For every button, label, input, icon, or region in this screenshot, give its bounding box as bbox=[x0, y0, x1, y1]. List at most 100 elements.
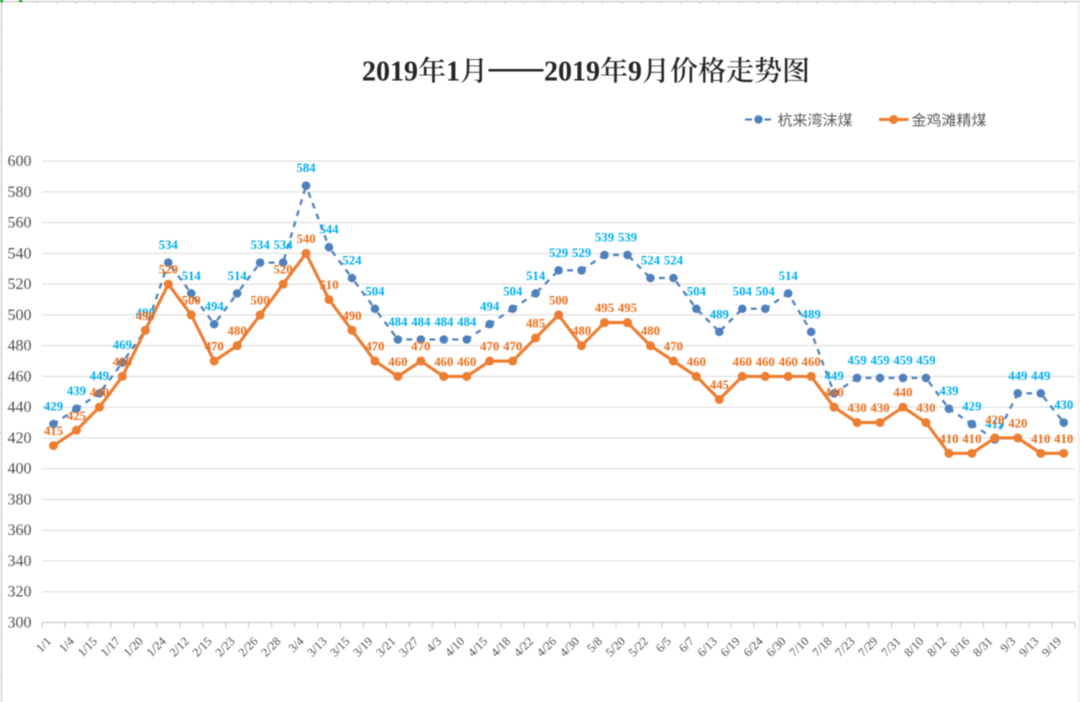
svg-text:430: 430 bbox=[916, 401, 935, 415]
svg-text:495: 495 bbox=[595, 301, 614, 315]
svg-text:504: 504 bbox=[365, 284, 385, 298]
svg-text:514: 514 bbox=[779, 269, 799, 283]
svg-text:439: 439 bbox=[939, 384, 958, 398]
svg-text:460: 460 bbox=[733, 355, 752, 369]
svg-text:420: 420 bbox=[8, 430, 32, 447]
svg-text:529: 529 bbox=[549, 246, 568, 260]
svg-text:469: 469 bbox=[113, 338, 132, 352]
svg-text:500: 500 bbox=[251, 293, 270, 307]
svg-text:524: 524 bbox=[664, 253, 684, 267]
svg-text:584: 584 bbox=[296, 161, 316, 175]
svg-text:560: 560 bbox=[8, 215, 32, 232]
svg-text:429: 429 bbox=[962, 400, 981, 414]
svg-text:449: 449 bbox=[825, 369, 844, 383]
svg-text:449: 449 bbox=[1031, 369, 1050, 383]
svg-text:520: 520 bbox=[273, 263, 292, 277]
svg-text:494: 494 bbox=[480, 300, 500, 314]
svg-text:529: 529 bbox=[572, 246, 591, 260]
svg-text:460: 460 bbox=[113, 355, 132, 369]
svg-text:460: 460 bbox=[756, 355, 775, 369]
svg-text:484: 484 bbox=[388, 315, 408, 329]
svg-text:410: 410 bbox=[1054, 432, 1073, 446]
svg-text:420: 420 bbox=[1008, 416, 1027, 430]
svg-text:484: 484 bbox=[434, 315, 454, 329]
svg-text:500: 500 bbox=[549, 293, 568, 307]
svg-text:480: 480 bbox=[8, 338, 32, 355]
svg-text:430: 430 bbox=[1054, 398, 1073, 412]
svg-text:1: 1 bbox=[446, 57, 460, 88]
svg-text:539: 539 bbox=[595, 230, 614, 244]
svg-text:524: 524 bbox=[342, 253, 362, 267]
svg-text:380: 380 bbox=[8, 492, 32, 509]
svg-text:470: 470 bbox=[503, 340, 522, 354]
svg-text:460: 460 bbox=[779, 355, 798, 369]
svg-text:480: 480 bbox=[641, 324, 660, 338]
svg-text:480: 480 bbox=[572, 324, 591, 338]
svg-text:490: 490 bbox=[342, 309, 361, 323]
svg-text:460: 460 bbox=[687, 355, 706, 369]
svg-text:445: 445 bbox=[710, 378, 729, 392]
svg-text:544: 544 bbox=[319, 223, 339, 237]
svg-text:430: 430 bbox=[847, 401, 866, 415]
svg-text:459: 459 bbox=[916, 353, 935, 367]
svg-text:495: 495 bbox=[618, 301, 637, 315]
svg-text:524: 524 bbox=[641, 253, 661, 267]
svg-text:580: 580 bbox=[8, 184, 32, 201]
svg-text:520: 520 bbox=[159, 263, 178, 277]
svg-text:490: 490 bbox=[136, 309, 155, 323]
svg-text:459: 459 bbox=[870, 353, 889, 367]
svg-text:340: 340 bbox=[8, 553, 32, 570]
svg-text:400: 400 bbox=[8, 461, 32, 478]
svg-text:2019: 2019 bbox=[362, 57, 418, 88]
svg-text:449: 449 bbox=[1008, 369, 1027, 383]
svg-text:494: 494 bbox=[205, 300, 225, 314]
svg-text:2019: 2019 bbox=[544, 57, 600, 88]
svg-text:504: 504 bbox=[687, 284, 707, 298]
svg-text:420: 420 bbox=[985, 413, 1004, 427]
svg-text:470: 470 bbox=[480, 340, 499, 354]
svg-text:459: 459 bbox=[847, 353, 866, 367]
svg-text:514: 514 bbox=[182, 269, 202, 283]
svg-text:460: 460 bbox=[434, 355, 453, 369]
svg-text:470: 470 bbox=[411, 340, 430, 354]
svg-text:540: 540 bbox=[296, 232, 315, 246]
svg-text:600: 600 bbox=[8, 153, 32, 170]
svg-text:534: 534 bbox=[159, 238, 179, 252]
svg-text:514: 514 bbox=[228, 269, 248, 283]
svg-text:539: 539 bbox=[618, 230, 637, 244]
svg-text:484: 484 bbox=[457, 315, 477, 329]
svg-text:470: 470 bbox=[205, 340, 224, 354]
svg-text:460: 460 bbox=[802, 355, 821, 369]
svg-text:460: 460 bbox=[388, 355, 407, 369]
svg-text:460: 460 bbox=[8, 368, 32, 385]
svg-text:470: 470 bbox=[365, 340, 384, 354]
svg-text:489: 489 bbox=[802, 307, 821, 321]
svg-text:514: 514 bbox=[526, 269, 546, 283]
svg-text:410: 410 bbox=[939, 432, 958, 446]
svg-text:485: 485 bbox=[526, 316, 545, 330]
svg-text:510: 510 bbox=[319, 278, 338, 292]
svg-text:540: 540 bbox=[8, 245, 32, 262]
svg-text:489: 489 bbox=[710, 307, 729, 321]
svg-text:9: 9 bbox=[628, 57, 642, 88]
svg-text:415: 415 bbox=[44, 424, 63, 438]
svg-text:504: 504 bbox=[756, 284, 776, 298]
svg-text:490: 490 bbox=[136, 306, 155, 320]
svg-text:440: 440 bbox=[8, 399, 32, 416]
svg-text:410: 410 bbox=[962, 432, 981, 446]
svg-text:429: 429 bbox=[44, 400, 63, 414]
svg-text:520: 520 bbox=[8, 276, 32, 293]
svg-text:320: 320 bbox=[8, 584, 32, 601]
svg-text:360: 360 bbox=[8, 522, 32, 539]
svg-text:440: 440 bbox=[893, 386, 912, 400]
svg-text:440: 440 bbox=[90, 386, 109, 400]
svg-text:470: 470 bbox=[664, 340, 683, 354]
svg-text:440: 440 bbox=[825, 386, 844, 400]
svg-text:504: 504 bbox=[503, 284, 523, 298]
svg-text:500: 500 bbox=[8, 307, 32, 324]
svg-text:430: 430 bbox=[870, 401, 889, 415]
svg-text:534: 534 bbox=[251, 238, 271, 252]
svg-text:500: 500 bbox=[182, 293, 201, 307]
svg-text:300: 300 bbox=[8, 615, 32, 632]
svg-text:425: 425 bbox=[67, 409, 86, 423]
